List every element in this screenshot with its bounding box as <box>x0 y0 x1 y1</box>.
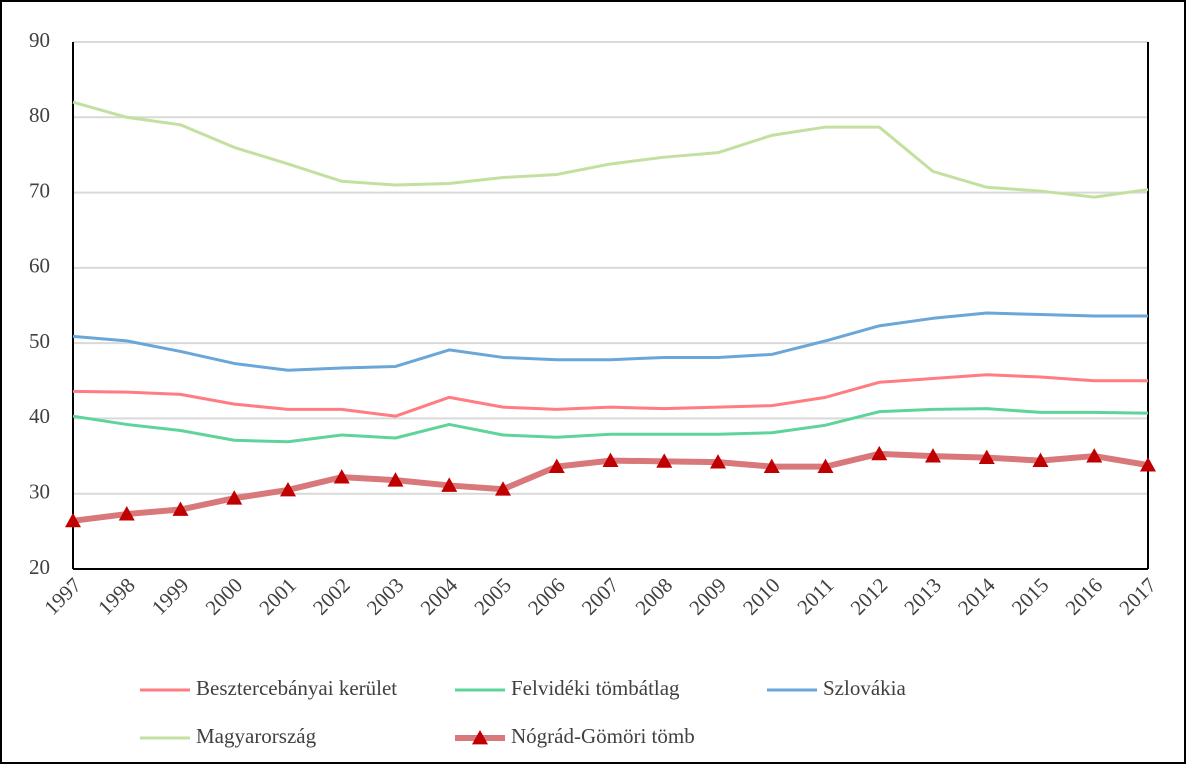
marker <box>817 458 834 474</box>
legend-label: Besztercebányai kerület <box>196 676 397 700</box>
marker <box>656 453 673 468</box>
marker <box>441 477 458 492</box>
marker <box>65 512 81 528</box>
marker <box>978 449 995 464</box>
y-tick-label: 40 <box>29 404 50 428</box>
series-line <box>72 407 1149 444</box>
y-tick-label: 70 <box>29 178 50 202</box>
marker <box>871 445 888 461</box>
y-tick-label: 60 <box>29 254 50 278</box>
y-tick-label: 50 <box>29 329 50 353</box>
marker <box>172 501 189 516</box>
marker <box>226 490 243 505</box>
series-line <box>72 100 1149 199</box>
legend-label: Szlovákia <box>823 676 906 700</box>
y-tick-label: 20 <box>29 555 50 579</box>
marker <box>280 481 296 497</box>
y-tick-label: 30 <box>29 480 50 504</box>
series-line <box>72 311 1148 372</box>
marker <box>1086 448 1103 463</box>
marker <box>495 481 511 496</box>
legend-label: Magyarország <box>196 724 317 748</box>
marker <box>602 452 619 467</box>
marker <box>1032 452 1049 467</box>
marker <box>118 506 135 521</box>
marker <box>1140 457 1156 472</box>
marker <box>763 458 780 474</box>
marker <box>387 472 404 487</box>
y-tick-label: 80 <box>29 103 50 127</box>
marker <box>710 454 726 469</box>
legend-label: Felvidéki tömbátlag <box>511 676 680 700</box>
marker <box>333 469 350 484</box>
series-line <box>72 373 1148 418</box>
marker <box>925 448 941 463</box>
legend-marker <box>472 730 488 745</box>
y-tick-label: 90 <box>29 28 50 52</box>
marker <box>548 458 565 474</box>
legend-label: Nógrád-Gömöri tömb <box>511 724 695 748</box>
